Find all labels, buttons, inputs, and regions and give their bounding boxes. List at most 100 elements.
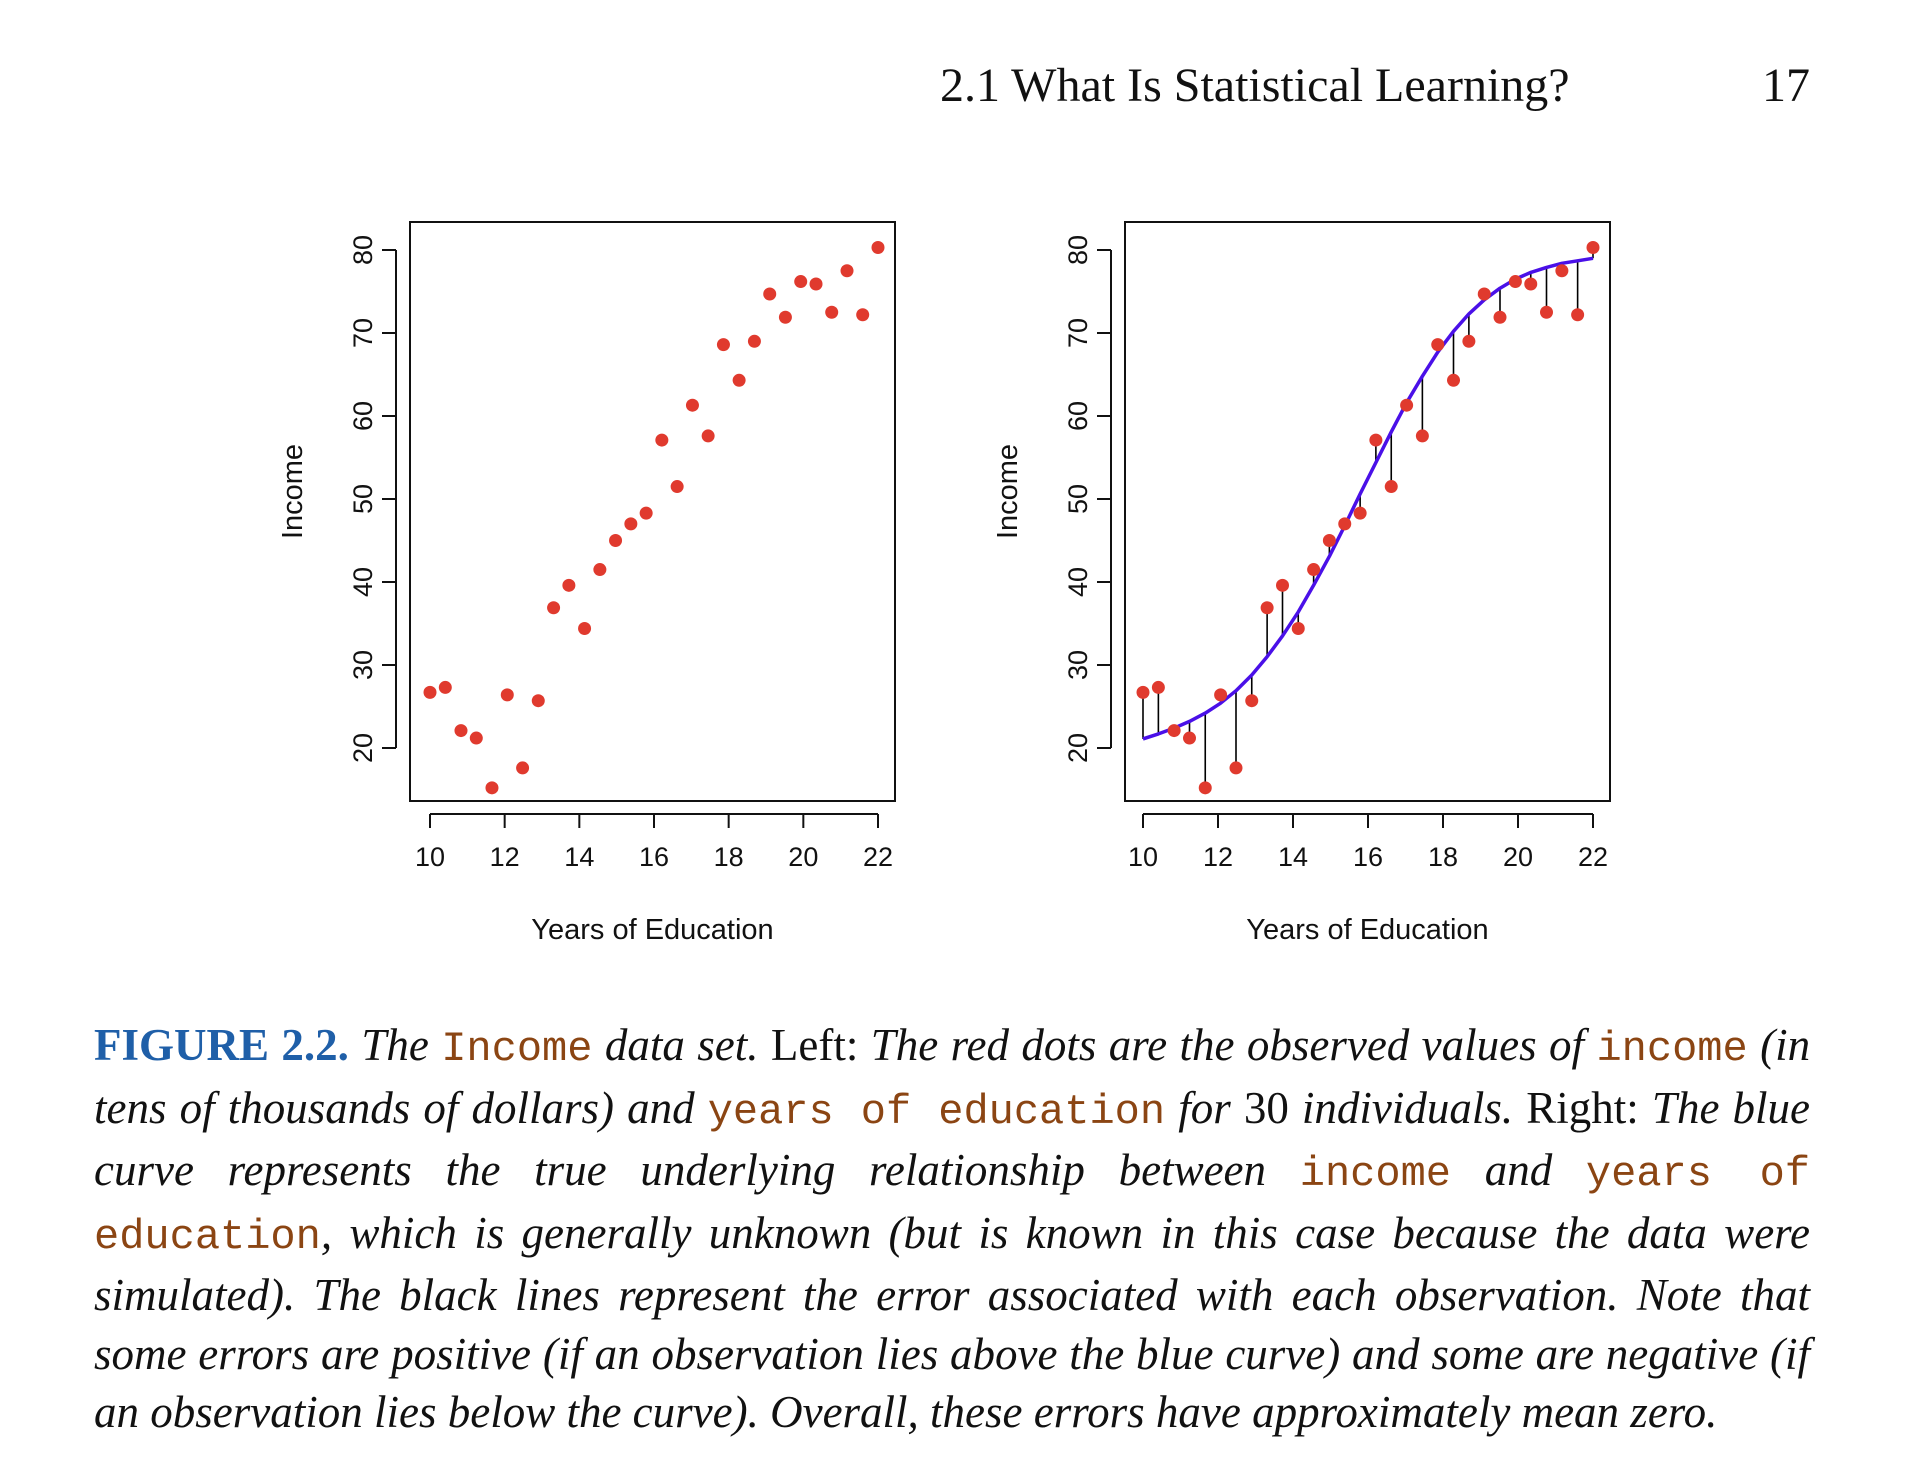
caption-text: individuals. <box>1301 1082 1514 1133</box>
x-tick-label: 12 <box>1203 842 1233 872</box>
x-tick-label: 10 <box>1128 842 1158 872</box>
data-point <box>624 517 638 531</box>
data-point <box>1493 310 1507 324</box>
data-point <box>747 334 761 348</box>
y-tick-label: 20 <box>1063 733 1093 763</box>
caption-text: for <box>1178 1082 1231 1133</box>
data-point <box>1353 506 1367 520</box>
data-point <box>547 601 561 615</box>
error-lines <box>1142 247 1594 788</box>
caption-code-income: income <box>1596 1025 1748 1073</box>
data-point <box>1151 680 1165 694</box>
x-tick-label: 10 <box>415 842 445 872</box>
data-point <box>639 506 653 520</box>
data-point <box>1229 761 1243 775</box>
data-point <box>438 680 452 694</box>
x-tick-label: 12 <box>490 842 520 872</box>
data-point <box>485 781 499 795</box>
data-point <box>655 433 669 447</box>
figure-2-2-plots: 10 12 14 16 18 20 22 Years of Education 20 30 40 50… <box>277 221 1611 946</box>
x-tick-label: 14 <box>1278 842 1308 872</box>
y-axis: 20 30 40 50 60 70 80 Income <box>992 235 1112 763</box>
data-point <box>1447 373 1460 387</box>
plot-frame <box>409 221 896 802</box>
caption-code-income: income <box>1299 1150 1451 1198</box>
caption-code-income-dataset: Income <box>441 1025 593 1073</box>
data-point <box>1462 334 1476 348</box>
data-point <box>701 429 715 443</box>
right-scatter-panel: 10 12 14 16 18 20 22 Years of Education 20 30 40 50… <box>992 221 1611 946</box>
y-axis-title: Income <box>277 444 309 539</box>
caption-text: The <box>361 1020 429 1070</box>
x-tick-label: 14 <box>564 842 594 872</box>
data-point <box>716 338 730 352</box>
caption-text: (in tens of thousands of dollars) and <box>94 1020 1811 1133</box>
y-tick-label: 80 <box>1063 235 1093 265</box>
data-point <box>454 724 468 738</box>
caption-text: The red dots are the observed values of <box>870 1020 1585 1070</box>
x-tick-label: 22 <box>1578 842 1608 872</box>
true-curve <box>1142 256 1594 741</box>
data-point <box>1555 264 1569 278</box>
data-point <box>794 275 808 289</box>
caption-code-years-of-education: years of education <box>707 1087 1166 1136</box>
data-points <box>423 241 885 795</box>
y-tick-label: 30 <box>1063 650 1093 680</box>
data-point <box>1198 781 1212 795</box>
y-tick-label: 20 <box>348 733 378 763</box>
data-points <box>1136 241 1600 795</box>
data-point <box>1276 578 1289 592</box>
caption-left-label: Left: <box>770 1020 859 1070</box>
caption-code-years-of-education: years of education <box>94 1150 1811 1261</box>
y-tick-label: 80 <box>348 235 378 265</box>
x-tick-label: 18 <box>1428 842 1458 872</box>
data-point <box>732 373 746 387</box>
x-tick-label: 16 <box>639 842 669 872</box>
data-point <box>609 534 623 547</box>
caption-text: The blue curve represents the true under… <box>94 1082 1811 1196</box>
data-point <box>1540 305 1553 319</box>
data-point <box>1508 275 1522 289</box>
data-point <box>562 578 576 592</box>
y-tick-label: 40 <box>1063 567 1093 597</box>
data-point <box>778 310 792 324</box>
x-tick-label: 20 <box>1503 842 1533 872</box>
y-tick-label: 30 <box>348 650 378 680</box>
data-point <box>1136 685 1150 699</box>
x-tick-label: 16 <box>1353 842 1383 872</box>
data-point <box>1415 429 1429 443</box>
y-axis: 20 30 40 50 60 70 80 Income <box>277 235 397 763</box>
data-point <box>1167 724 1181 738</box>
data-point <box>1586 241 1600 255</box>
y-tick-label: 40 <box>348 567 378 597</box>
figure-label: FIGURE 2.2. <box>94 1020 349 1070</box>
data-point <box>1245 694 1259 708</box>
x-axis: 10 12 14 16 18 20 22 Years of Education <box>1128 813 1608 946</box>
data-point <box>516 761 530 775</box>
data-point <box>531 694 545 708</box>
y-tick-label: 50 <box>1063 484 1093 514</box>
section-title: 2.1 What Is Statistical Learning? <box>940 59 1570 112</box>
y-tick-label: 60 <box>1063 401 1093 431</box>
data-point <box>1369 433 1383 447</box>
caption-right-label: Right: <box>1526 1082 1639 1133</box>
x-tick-label: 18 <box>714 842 744 872</box>
figure-caption: FIGURE 2.2. The Income data set. Left: T… <box>94 1016 1810 1442</box>
y-tick-label: 70 <box>348 318 378 348</box>
data-point <box>1307 563 1321 577</box>
data-point <box>670 480 684 494</box>
data-point <box>856 308 870 322</box>
caption-count: 30 <box>1243 1082 1289 1133</box>
data-point <box>825 305 839 319</box>
data-point <box>578 621 592 635</box>
data-point <box>1338 517 1352 531</box>
data-point <box>1291 621 1305 635</box>
x-tick-label: 22 <box>863 842 893 872</box>
x-axis-title: Years of Education <box>531 914 773 946</box>
data-point <box>763 287 777 301</box>
data-point <box>1524 277 1538 291</box>
data-point <box>1431 338 1445 352</box>
data-point <box>1183 731 1196 745</box>
data-point <box>469 731 483 745</box>
left-scatter-panel: 10 12 14 16 18 20 22 Years of Education 20 30 40 50… <box>277 221 896 946</box>
